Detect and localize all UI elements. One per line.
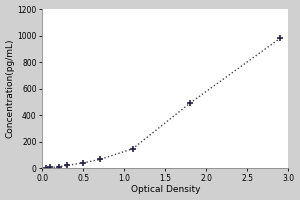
X-axis label: Optical Density: Optical Density xyxy=(130,185,200,194)
Y-axis label: Concentration(pg/mL): Concentration(pg/mL) xyxy=(6,39,15,138)
